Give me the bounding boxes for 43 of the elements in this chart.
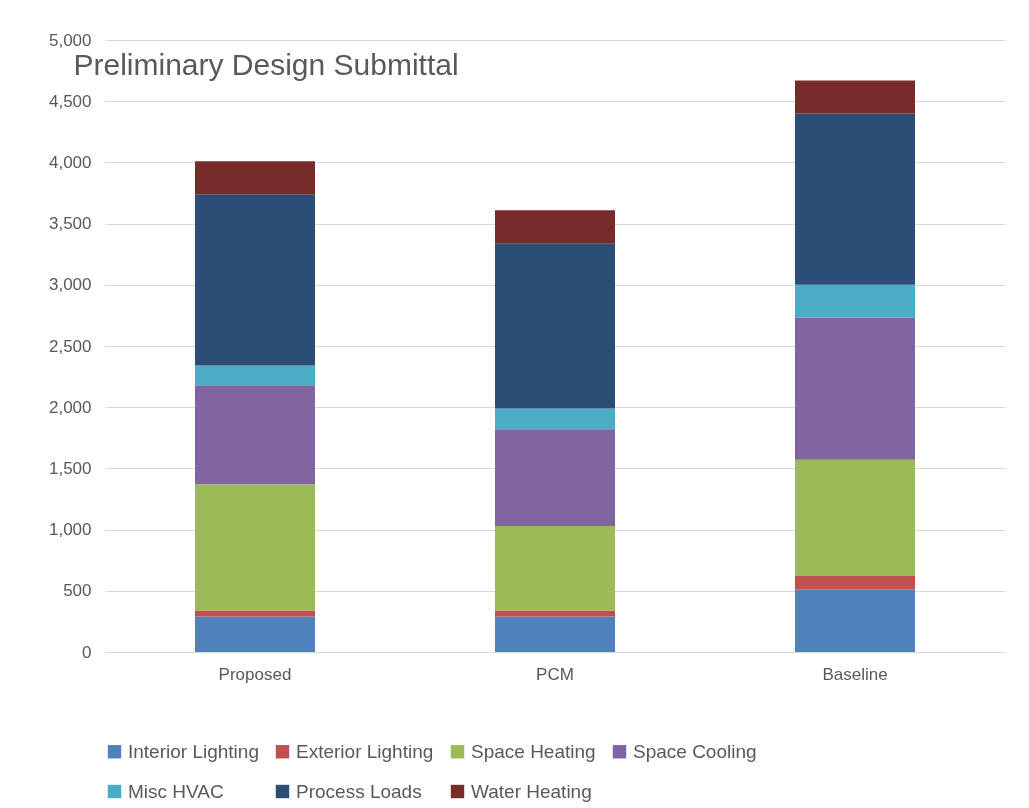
y-tick-label: 4,000 <box>48 152 92 172</box>
y-tick-label: 0 <box>82 642 92 662</box>
legend-label: Space Heating <box>471 740 596 762</box>
bar <box>795 589 915 652</box>
bar <box>195 161 315 195</box>
bar <box>195 365 315 386</box>
legend-label: Misc HVAC <box>128 780 224 802</box>
bar <box>495 210 615 244</box>
bar <box>795 284 915 318</box>
bar <box>495 243 615 409</box>
bar <box>495 525 615 611</box>
bar <box>795 459 915 577</box>
legend-label: Process Loads <box>296 780 422 802</box>
bar <box>195 616 315 652</box>
bar <box>195 610 315 617</box>
bar <box>795 80 915 114</box>
bar <box>495 408 615 430</box>
chart-title: Preliminary Design Submittal <box>73 48 459 81</box>
bar <box>195 194 315 366</box>
bar <box>795 576 915 590</box>
y-tick-label: 1,500 <box>48 458 92 478</box>
legend-label: Space Cooling <box>633 740 757 762</box>
legend-label: Exterior Lighting <box>296 740 434 762</box>
legend-label: Water Heating <box>471 780 592 802</box>
bar <box>195 385 315 485</box>
legend-label: Interior Lighting <box>128 740 259 762</box>
x-tick-label: Baseline <box>822 664 888 684</box>
y-tick-label: 3,500 <box>48 214 92 234</box>
bar <box>195 484 315 611</box>
x-tick-label: PCM <box>536 664 574 684</box>
bar <box>795 317 915 460</box>
bar <box>495 616 615 652</box>
y-tick-label: 500 <box>63 581 92 601</box>
y-tick-label: 5,000 <box>48 30 92 50</box>
bar <box>495 610 615 617</box>
bar <box>795 113 915 285</box>
y-tick-label: 4,500 <box>48 91 92 111</box>
y-tick-label: 2,500 <box>48 336 92 356</box>
bar <box>495 429 615 526</box>
y-tick-label: 1,000 <box>48 520 92 540</box>
x-tick-label: Proposed <box>218 664 292 684</box>
y-tick-label: 3,000 <box>48 275 92 295</box>
y-tick-label: 2,000 <box>48 397 92 417</box>
